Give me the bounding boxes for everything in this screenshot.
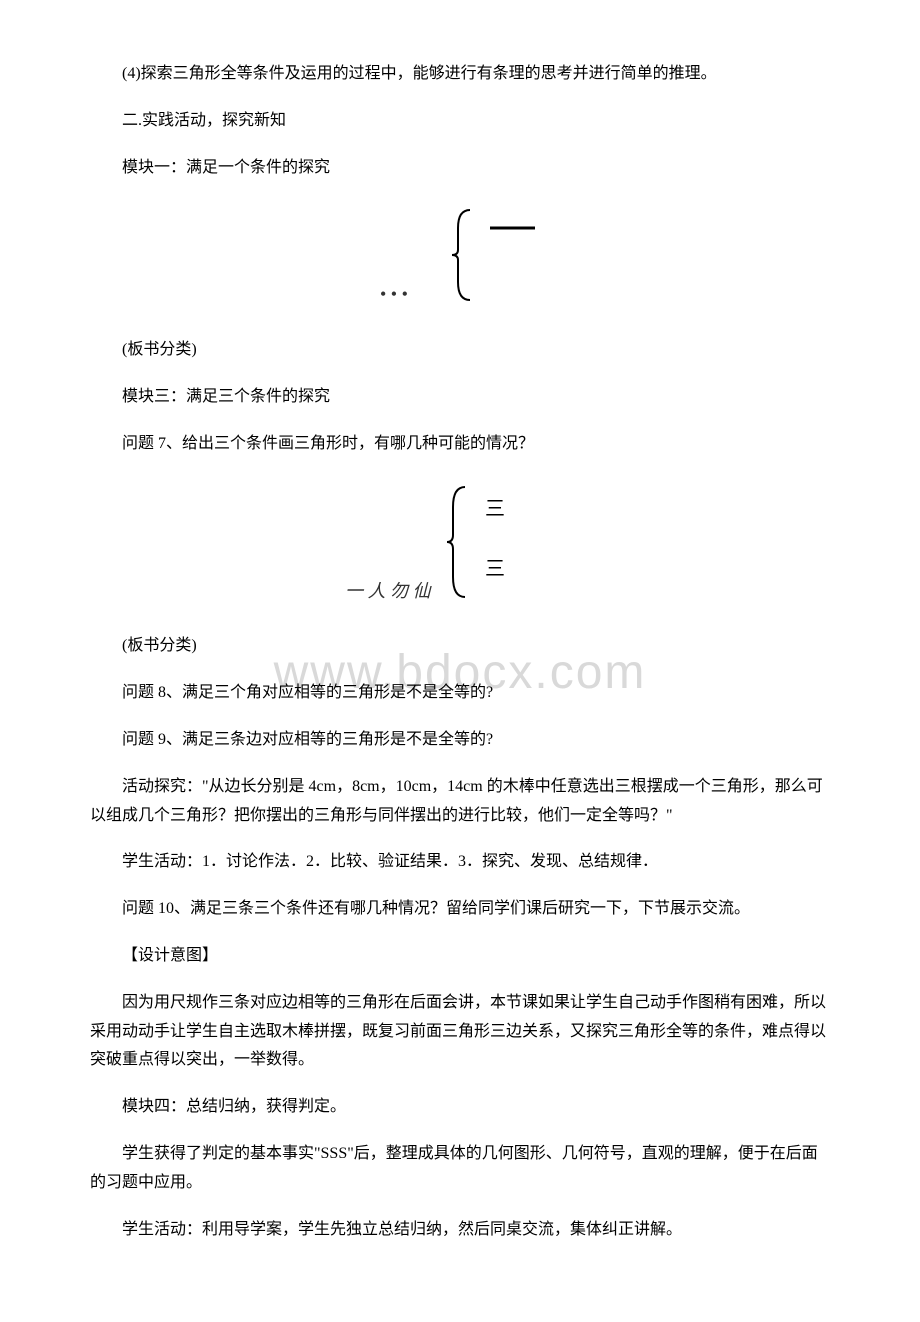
fig2-right-top: 三: [485, 498, 505, 520]
fig2-right-bottom: 三: [485, 558, 505, 580]
paragraph-9: 问题 9、满足三条边对应相等的三角形是不是全等的?: [90, 726, 830, 755]
paragraph-17: 学生活动：利用导学案，学生先独立总结归纳，然后同桌交流，集体纠正讲解。: [90, 1216, 830, 1245]
paragraph-15: 模块四：总结归纳，获得判定。: [90, 1093, 830, 1122]
paragraph-11: 学生活动：1．讨论作法．2．比较、验证结果．3．探究、发现、总结规律．: [90, 848, 830, 877]
paragraph-2: 二.实践活动，探究新知: [90, 107, 830, 136]
paragraph-10: 活动探究："从边长分别是 4cm，8cm，10cm，14cm 的木棒中任意选出三…: [90, 773, 830, 831]
bracket-curve: [452, 210, 470, 300]
bracket-curve-2: [447, 487, 465, 597]
paragraph-5: 模块三：满足三个条件的探究: [90, 383, 830, 412]
figure-1-container: • • •: [90, 200, 830, 321]
paragraph-3: 模块一：满足一个条件的探究: [90, 154, 830, 183]
figure-2-svg: 三 三 一 人 勿 仙: [330, 477, 590, 607]
paragraph-12: 问题 10、满足三条三个条件还有哪几种情况？留给同学们课后研究一下，下节展示交流…: [90, 895, 830, 924]
fig2-left-chars: 一 人 勿 仙: [345, 581, 432, 601]
paragraph-16: 学生获得了判定的基本事实"SSS"后，整理成具体的几何图形、几何符号，直观的理解…: [90, 1140, 830, 1198]
fig1-bottom-char: • • •: [380, 284, 408, 304]
paragraph-7: (板书分类): [90, 632, 830, 661]
paragraph-6: 问题 7、给出三个条件画三角形时，有哪几种可能的情况？: [90, 430, 830, 459]
paragraph-14: 因为用尺规作三条对应边相等的三角形在后面会讲，本节课如果让学生自己动手作图稍有困…: [90, 989, 830, 1075]
paragraph-1: (4)探索三角形全等条件及运用的过程中，能够进行有条理的思考并进行简单的推理。: [90, 60, 830, 89]
figure-2-container: 三 三 一 人 勿 仙: [90, 477, 830, 618]
figure-1-svg: • • •: [340, 200, 580, 310]
paragraph-4: (板书分类): [90, 336, 830, 365]
document-content: (4)探索三角形全等条件及运用的过程中，能够进行有条理的思考并进行简单的推理。 …: [90, 60, 830, 1244]
paragraph-13: 【设计意图】: [90, 942, 830, 971]
paragraph-8: 问题 8、满足三个角对应相等的三角形是不是全等的?: [90, 679, 830, 708]
